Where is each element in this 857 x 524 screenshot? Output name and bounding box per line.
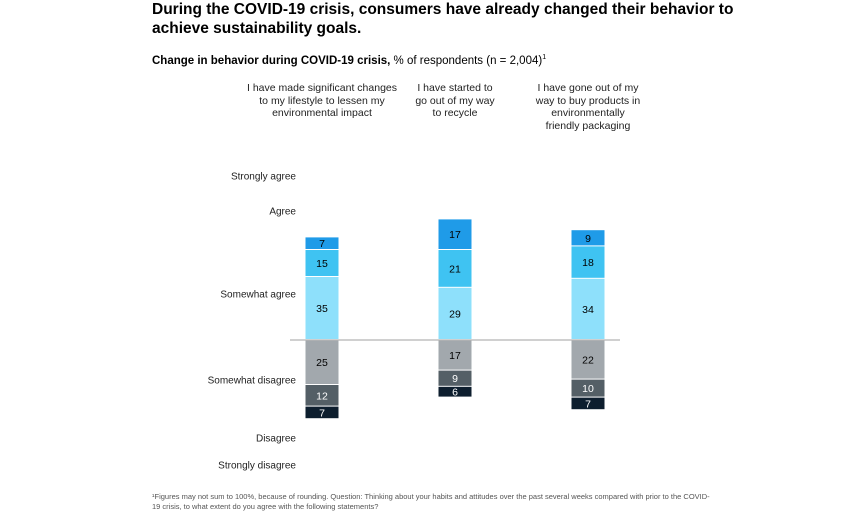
legend-label-somewhat-disagree: Somewhat disagree [207,375,296,387]
chart-footnote: ¹Figures may not sum to 100%, because of… [152,492,710,511]
legend-label-agree: Agree [269,206,296,218]
data-label-strongly-disagree-col2: 6 [452,387,458,399]
bar-segment-somewhat-disagree-col1 [305,340,339,384]
chart-headline: During the COVID-19 crisis, consumers ha… [152,1,734,37]
data-label-disagree-col3: 10 [582,383,594,395]
data-label-somewhat-agree-col2: 29 [449,308,461,320]
bar-segment-strongly-disagree-col3 [571,397,605,410]
bar-segment-somewhat-agree-col1 [305,277,339,339]
data-label-disagree-col1: 12 [316,390,328,402]
bar-segment-somewhat-disagree-col2 [438,340,472,370]
data-label-agree-col1: 15 [316,258,328,270]
data-label-strongly-agree-col1: 7 [319,238,325,250]
bar-segment-strongly-agree-col2 [438,219,472,249]
data-label-strongly-disagree-col1: 7 [319,407,325,419]
bar-segment-strongly-agree-col3 [571,230,605,246]
legend-label-somewhat-agree: Somewhat agree [220,289,296,301]
data-label-strongly-agree-col2: 17 [449,229,461,241]
data-label-strongly-disagree-col3: 7 [585,398,591,410]
bar-segment-somewhat-agree-col2 [438,287,472,339]
data-label-agree-col3: 18 [582,257,594,269]
bar-segment-somewhat-disagree-col3 [571,340,605,379]
data-label-agree-col2: 21 [449,263,461,275]
column-label-recycle: I have started to go out of my way to re… [415,82,495,119]
data-label-strongly-agree-col3: 9 [585,233,591,245]
subtitle-bold: Change in behavior during COVID-19 crisi… [152,54,391,67]
bar-segment-agree-col2 [438,250,472,287]
legend-label-strongly-agree: Strongly agree [230,171,296,183]
bar-segment-strongly-disagree-col1 [305,406,339,419]
data-label-disagree-col2: 9 [452,373,458,385]
data-label-somewhat-agree-col1: 35 [316,303,328,315]
legend-label-disagree: Disagree [255,433,296,445]
data-label-somewhat-agree-col3: 34 [582,304,594,316]
bar-segment-agree-col3 [571,246,605,278]
subtitle-rest: % of respondents (n = 2,004) [390,54,543,67]
data-label-somewhat-disagree-col1: 25 [316,357,328,369]
column-label-packaging: I have gone out of my way to buy product… [535,82,641,132]
bar-segment-disagree-col3 [571,379,605,397]
bar-segment-disagree-col1 [305,385,339,406]
legend-label-strongly-disagree: Strongly disagree [218,460,296,472]
bar-segment-somewhat-agree-col3 [571,278,605,339]
bar-segment-agree-col1 [305,250,339,276]
bar-segment-disagree-col2 [438,370,472,386]
column-label-lifestyle: I have made significant changes to my li… [247,82,398,119]
data-label-somewhat-disagree-col3: 22 [582,354,594,366]
bar-segment-strongly-agree-col1 [305,237,339,249]
chart-subtitle: Change in behavior during COVID-19 crisi… [152,54,546,67]
data-label-somewhat-disagree-col2: 17 [449,350,461,362]
bar-segment-strongly-disagree-col2 [438,386,472,397]
subtitle-footnote-mark: 1 [542,54,547,61]
